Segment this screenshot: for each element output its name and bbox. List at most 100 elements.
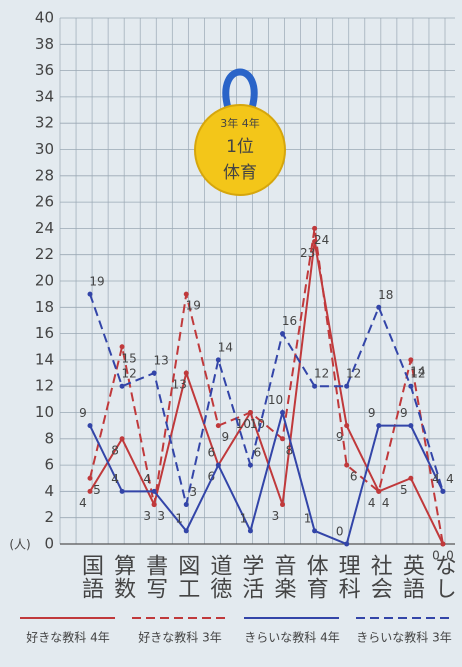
x-tick-label: 算数	[110, 554, 136, 600]
point	[280, 436, 285, 441]
y-tick-label: 38	[35, 35, 54, 53]
y-tick-label: 32	[35, 114, 54, 132]
medal-text: 3年 4年	[220, 116, 260, 130]
point	[120, 384, 125, 389]
point	[216, 463, 221, 468]
y-axis-label: (人)	[9, 538, 30, 552]
legend-label: 好きな教科 4年	[26, 630, 109, 645]
y-tick-label: 8	[44, 429, 54, 447]
data-label: 9	[79, 406, 87, 420]
data-label: 1	[175, 511, 183, 525]
point	[408, 476, 413, 481]
data-label: 1	[240, 511, 248, 525]
data-label: 4	[368, 496, 376, 510]
point	[88, 489, 93, 494]
x-tick-label: 国語	[78, 554, 104, 600]
point	[248, 463, 253, 468]
y-tick-label: 16	[35, 324, 54, 342]
y-tick-label: 30	[35, 140, 54, 158]
data-label: 4	[432, 472, 440, 486]
point	[248, 528, 253, 533]
medal-text: 体育	[223, 163, 257, 183]
data-label: 4	[79, 496, 87, 510]
data-label: 4	[446, 472, 454, 486]
data-label: 0	[446, 549, 454, 563]
y-tick-label: 40	[35, 9, 54, 27]
point	[184, 502, 189, 507]
point	[88, 476, 93, 481]
x-tick-label: 体育	[303, 554, 329, 600]
point	[408, 384, 413, 389]
data-label: 6	[208, 446, 216, 460]
y-tick-label: 6	[44, 456, 54, 474]
point	[344, 463, 349, 468]
point	[280, 331, 285, 336]
y-tick-label: 10	[35, 403, 54, 421]
data-label: 15	[121, 351, 136, 365]
point	[152, 502, 157, 507]
data-label: 4	[111, 472, 119, 486]
point	[376, 423, 381, 428]
x-tick-label: 音楽	[271, 554, 297, 600]
data-label: 9	[368, 406, 376, 420]
point	[312, 384, 317, 389]
y-tick-label: 28	[35, 166, 54, 184]
legend-label: きらいな教科 3年	[356, 630, 451, 645]
data-label: 16	[282, 314, 297, 328]
x-tick-label: 図工	[174, 554, 199, 600]
data-label: 10	[250, 417, 265, 431]
point	[344, 542, 349, 547]
point	[312, 226, 317, 231]
y-tick-label: 22	[35, 245, 54, 263]
point	[152, 489, 157, 494]
point	[376, 305, 381, 310]
x-tick-label: 理科	[335, 554, 361, 600]
data-label: 12	[314, 367, 329, 381]
y-tick-label: 34	[35, 87, 54, 105]
data-label: 3	[272, 509, 280, 523]
point	[440, 542, 445, 547]
data-label: 8	[111, 443, 119, 457]
data-label: 4	[143, 472, 151, 486]
x-tick-label: 学活	[238, 554, 264, 600]
point	[152, 371, 157, 376]
point	[312, 528, 317, 533]
data-label: 19	[89, 275, 104, 289]
legend-label: きらいな教科 4年	[244, 630, 339, 645]
point	[120, 489, 125, 494]
point	[184, 528, 189, 533]
data-label: 14	[218, 340, 233, 354]
chart: 0246810121416182022242628303234363840国語算…	[0, 0, 462, 667]
point	[120, 436, 125, 441]
data-label: 0	[432, 549, 440, 563]
y-tick-label: 2	[44, 508, 54, 526]
point	[376, 489, 381, 494]
x-tick-label: 書写	[142, 554, 167, 600]
y-tick-label: 18	[35, 298, 54, 316]
x-tick-label: 英語	[399, 554, 425, 600]
y-tick-label: 24	[35, 219, 54, 237]
data-label: 24	[314, 233, 329, 247]
point	[184, 371, 189, 376]
point	[248, 410, 253, 415]
point	[440, 489, 445, 494]
y-tick-label: 36	[35, 61, 54, 79]
point	[184, 292, 189, 297]
x-tick-label: 道徳	[206, 554, 232, 600]
point	[408, 357, 413, 362]
data-label: 19	[186, 299, 201, 313]
data-label: 6	[254, 446, 262, 460]
data-label: 18	[378, 288, 393, 302]
data-label: 13	[154, 354, 169, 368]
data-label: 4	[382, 496, 390, 510]
data-label: 12	[121, 367, 136, 381]
y-tick-label: 0	[44, 535, 54, 553]
legend-label: 好きな教科 3年	[138, 630, 221, 645]
y-tick-label: 14	[35, 350, 54, 368]
data-label: 6	[350, 470, 358, 484]
data-label: 1	[304, 511, 312, 525]
data-label: 23	[300, 246, 315, 260]
point	[280, 410, 285, 415]
y-tick-label: 26	[35, 193, 54, 211]
data-label: 5	[93, 483, 101, 497]
